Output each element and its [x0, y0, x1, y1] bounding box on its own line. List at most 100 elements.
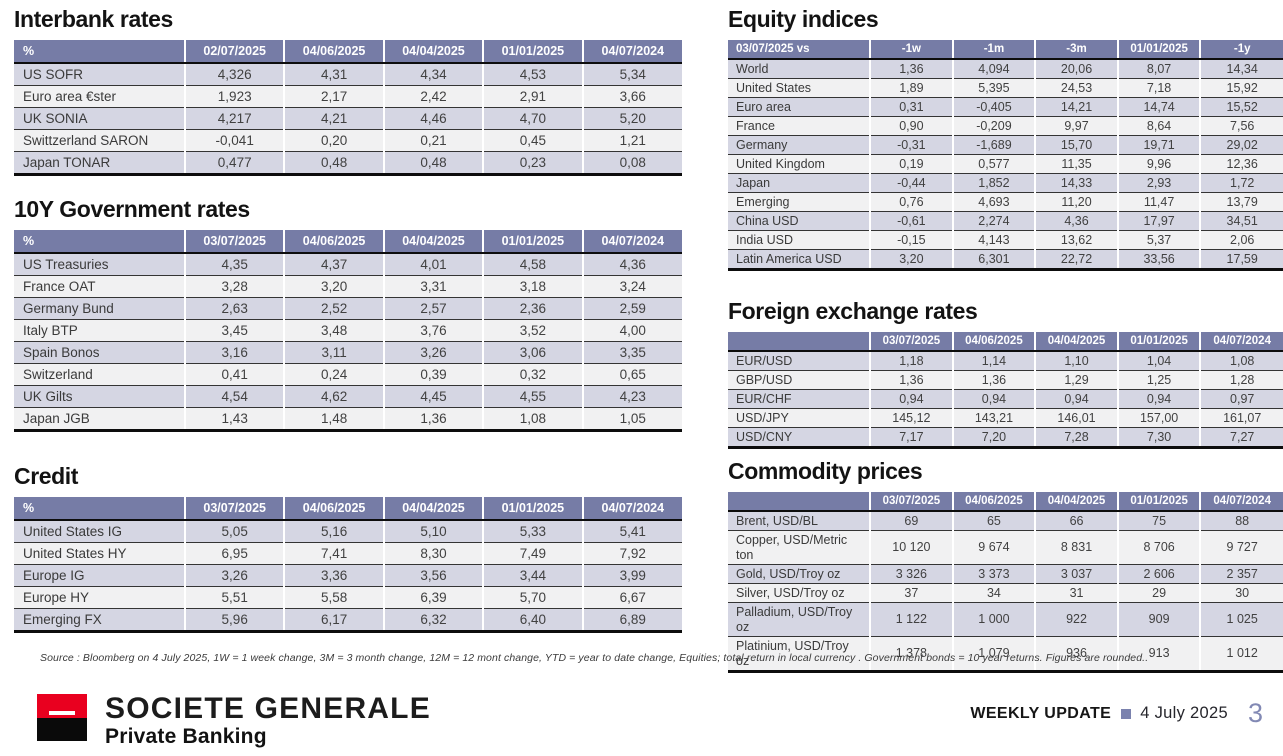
row-label: UK SONIA: [14, 107, 185, 130]
value-cell: 4,217: [183, 107, 285, 130]
row-label: Euro area €ster: [14, 85, 185, 108]
row-label: United States HY: [14, 542, 185, 565]
table-row: Europe HY 5,51 5,58 6,39 5,70 6,67: [14, 586, 682, 609]
table-row: Euro area €ster 1,923 2,17 2,42 2,91 3,66: [14, 85, 682, 108]
value-cell: 5,395: [951, 78, 1036, 98]
value-cell: 0,45: [482, 129, 583, 152]
value-cell: 15,70: [1034, 135, 1118, 155]
value-cell: 1,08: [1199, 351, 1283, 371]
value-cell: 2,42: [382, 85, 484, 108]
value-cell: 1,36: [869, 59, 953, 79]
value-cell: 3,28: [183, 275, 285, 298]
value-cell: 1,14: [951, 351, 1036, 371]
source-note: Source : Bloomberg on 4 July 2025, 1W = …: [40, 652, 1149, 664]
table-row: Italy BTP 3,45 3,48 3,76 3,52 4,00: [14, 319, 682, 342]
value-cell: 3,20: [283, 275, 384, 298]
value-cell: 6,67: [581, 586, 682, 609]
table-header-row: % 03/07/2025 04/06/2025 04/04/2025 01/01/202…: [14, 230, 682, 254]
value-cell: 17,59: [1199, 249, 1283, 270]
value-cell: 4,31: [283, 63, 384, 86]
value-cell: 8,30: [382, 542, 484, 565]
row-label: USD/JPY: [728, 408, 871, 428]
value-cell: 9,96: [1116, 154, 1201, 174]
table-row: United Kingdom 0,19 0,577 11,35 9,96 12,36: [728, 154, 1283, 174]
row-label: GBP/USD: [728, 370, 871, 390]
row-label: United Kingdom: [728, 154, 871, 174]
value-cell: 29,02: [1199, 135, 1283, 155]
table-row: Switzerland 0,41 0,24 0,39 0,32 0,65: [14, 363, 682, 386]
value-cell: 4,70: [482, 107, 583, 130]
value-cell: 0,41: [183, 363, 285, 386]
value-cell: 3,16: [183, 341, 285, 364]
value-cell: 936: [1034, 636, 1118, 672]
row-label: India USD: [728, 230, 871, 250]
value-cell: 5,16: [283, 520, 384, 543]
value-cell: 3,06: [482, 341, 583, 364]
societe-generale-brand-block: SOCIETE GENERALE Private Banking: [37, 694, 431, 749]
value-cell: 5,05: [183, 520, 285, 543]
value-cell: 6,32: [382, 608, 484, 632]
date-column-header: 04/07/2024: [1199, 332, 1283, 352]
page-number: 3: [1247, 698, 1263, 728]
value-cell: 4,693: [951, 192, 1036, 212]
value-cell: 5,41: [581, 520, 682, 543]
value-cell: 0,48: [382, 151, 484, 175]
row-label-column-header: %: [14, 497, 185, 521]
value-cell: -0,44: [869, 173, 953, 193]
value-cell: 5,34: [581, 63, 682, 86]
value-cell: 3 326: [869, 564, 953, 584]
value-cell: 3,26: [183, 564, 285, 587]
value-cell: 1,04: [1116, 351, 1201, 371]
table-row: UK SONIA 4,217 4,21 4,46 4,70 5,20: [14, 107, 682, 130]
value-cell: 1,18: [869, 351, 953, 371]
value-cell: 1,923: [183, 85, 285, 108]
row-label: France: [728, 116, 871, 136]
value-cell: 7,30: [1116, 427, 1201, 448]
value-cell: -0,31: [869, 135, 953, 155]
row-label: Latin America USD: [728, 249, 871, 270]
value-cell: 14,74: [1116, 97, 1201, 117]
value-cell: 3,99: [581, 564, 682, 587]
date-column-header: 04/04/2025: [1034, 332, 1118, 352]
value-cell: 0,90: [869, 116, 953, 136]
value-cell: 1 079: [951, 636, 1036, 672]
value-cell: 7,49: [482, 542, 583, 565]
value-cell: 24,53: [1034, 78, 1118, 98]
row-label: US Treasuries: [14, 253, 185, 276]
row-label-column-header: %: [14, 230, 185, 254]
value-cell: 0,94: [869, 389, 953, 409]
value-cell: 3,76: [382, 319, 484, 342]
table-row: United States 1,89 5,395 24,53 7,18 15,92: [728, 78, 1283, 98]
table-header-row: % 02/07/2025 04/06/2025 04/04/2025 01/01/202…: [14, 40, 682, 64]
value-cell: 14,21: [1034, 97, 1118, 117]
value-cell: 3,31: [382, 275, 484, 298]
table-row: United States IG 5,05 5,16 5,10 5,33 5,41: [14, 520, 682, 543]
interbank-rates-table: % 02/07/2025 04/06/2025 04/04/2025 01/01/202…: [14, 40, 682, 176]
date-column-header: 03/07/2025: [183, 497, 285, 521]
row-label: USD/CNY: [728, 427, 871, 448]
gov-10y-rates-table: % 03/07/2025 04/06/2025 04/04/2025 01/01/202…: [14, 230, 682, 432]
value-cell: 11,20: [1034, 192, 1118, 212]
commodity-prices-title: Commodity prices: [728, 458, 923, 484]
value-cell: -0,15: [869, 230, 953, 250]
value-cell: 2,91: [482, 85, 583, 108]
value-cell: 145,12: [869, 408, 953, 428]
row-label: World: [728, 59, 871, 79]
foreign-exchange-rates-title: Foreign exchange rates: [728, 298, 978, 324]
value-cell: 11,47: [1116, 192, 1201, 212]
date-column-header: 01/01/2025: [482, 40, 583, 64]
value-cell: -0,61: [869, 211, 953, 231]
row-label: Japan JGB: [14, 407, 185, 431]
value-cell: 3,56: [382, 564, 484, 587]
value-cell: 3,35: [581, 341, 682, 364]
row-label: Palladium, USD/Troy oz: [728, 602, 871, 637]
value-cell: 1 378: [869, 636, 953, 672]
value-cell: 4,46: [382, 107, 484, 130]
table-row: Latin America USD 3,20 6,301 22,72 33,56 17,5…: [728, 249, 1283, 270]
table-row: Euro area 0,31 -0,405 14,21 14,74 15,52: [728, 97, 1283, 117]
value-cell: 15,52: [1199, 97, 1283, 117]
value-cell: 2,06: [1199, 230, 1283, 250]
value-cell: 6,89: [581, 608, 682, 632]
value-cell: 7,56: [1199, 116, 1283, 136]
value-cell: 1,10: [1034, 351, 1118, 371]
